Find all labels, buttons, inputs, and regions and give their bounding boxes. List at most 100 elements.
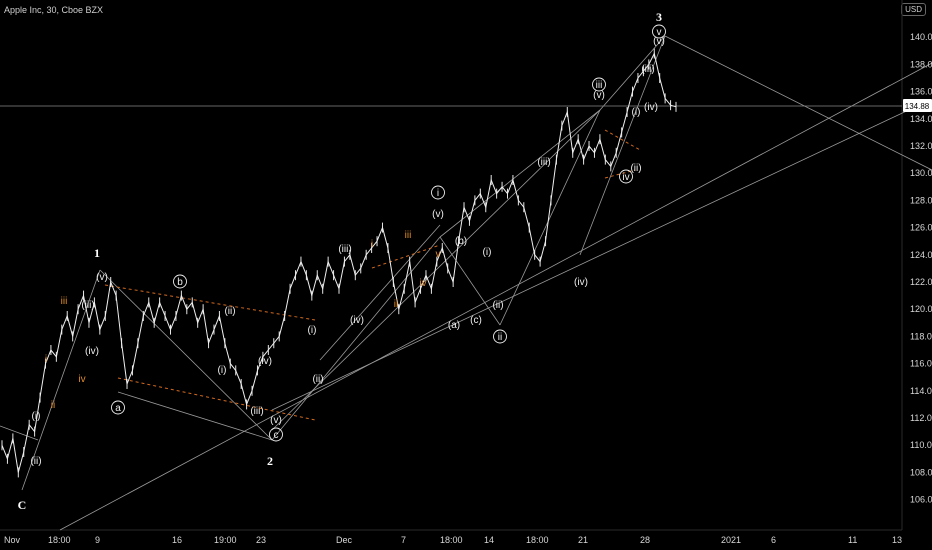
trendlines [0, 35, 932, 531]
x-tick-label: 9 [95, 535, 100, 545]
y-tick-label: 120.00 [910, 304, 932, 314]
wave-label: 2 [267, 454, 273, 468]
price-series [1, 48, 677, 478]
wave-label: iii [596, 80, 603, 91]
y-tick-label: 122.00 [910, 277, 932, 287]
wave-label: c [274, 430, 279, 441]
wave-label: (v) [96, 272, 108, 283]
x-tick-label: 18:00 [440, 535, 463, 545]
orange-channels [104, 129, 641, 421]
wave-label: iii [405, 230, 412, 241]
y-tick-label: 136.00 [910, 87, 932, 97]
x-tick-label: 11 [848, 535, 857, 545]
wave-label: (i) [483, 247, 492, 258]
wave-label-circle [173, 274, 187, 289]
wave-label: (i) [32, 411, 41, 422]
current-price-tag [903, 99, 932, 112]
y-tick-label: 132.00 [910, 141, 932, 151]
wave-label: (v) [270, 415, 282, 426]
wave-label: (ii) [224, 306, 235, 317]
y-tick-label: 118.00 [910, 331, 932, 341]
wave-label: i [437, 188, 439, 199]
wave-label: (c) [470, 315, 482, 326]
x-tick-label: Dec [336, 535, 353, 545]
wave-label: (b) [455, 236, 467, 247]
x-tick-label: 14 [484, 535, 494, 545]
wave-label: v [657, 27, 662, 38]
wave-label: i [371, 239, 373, 250]
wave-label: (iii) [250, 406, 263, 417]
wave-label: (i) [218, 365, 227, 376]
y-tick-label: 140.00 [910, 32, 932, 42]
wave-label: iv [78, 374, 85, 385]
x-tick-label: 19:00 [214, 535, 237, 545]
wave-label: iv [419, 278, 426, 289]
wave-label: (i) [632, 107, 641, 118]
wave-label: (v) [432, 209, 444, 220]
wave-label: 1 [94, 246, 100, 260]
wave-label: (ii) [492, 300, 503, 311]
wave-label: (iii) [641, 64, 654, 75]
wave-label-circle [493, 329, 507, 344]
wave-label: b [177, 277, 183, 288]
x-tick-label: 23 [256, 535, 266, 545]
wave-label: (v) [593, 90, 605, 101]
wave-label-circle [592, 77, 606, 92]
x-tick-label: 7 [401, 535, 406, 545]
wave-label: ii [51, 400, 55, 411]
wave-label-circle [269, 427, 283, 442]
y-tick-label: 134.00 [910, 114, 932, 124]
wave-label-circle [431, 185, 445, 200]
y-tick-label: 126.00 [910, 223, 932, 233]
wave-label-circle [652, 24, 666, 39]
wave-label: (a) [448, 320, 460, 331]
y-tick-label: 112.00 [910, 413, 932, 423]
wave-label: (iii) [81, 300, 94, 311]
wave-label-circle [111, 400, 125, 415]
wave-label: 3 [656, 10, 662, 24]
y-tick-label: 106.00 [910, 495, 932, 505]
wave-label: (ii) [312, 374, 323, 385]
wave-label: (v) [653, 36, 665, 47]
x-tick-label: 13 [892, 535, 902, 545]
wave-label: (iii) [338, 244, 351, 255]
y-tick-label: 114.00 [910, 386, 932, 396]
axis-ticks: 106.00 108.00 110.00 112.00 114.00 116.00 118.… [4, 32, 932, 545]
elliott-wave-labels: 1 2 3 C (i) (ii) (iii) (iv) (v) a b c (i) (ii) (iv) (ii… [18, 10, 666, 512]
y-tick-label: 130.00 [910, 168, 932, 178]
wave-label: ii [394, 299, 398, 310]
wave-label: (ii) [30, 456, 41, 467]
wave-label: v [436, 249, 441, 260]
price-line [1, 52, 677, 473]
y-tick-label: 124.00 [910, 250, 932, 260]
x-tick-label: 21 [578, 535, 588, 545]
x-tick-label: 2021 [721, 535, 741, 545]
wave-label-circle [619, 169, 633, 184]
wave-label: iii [61, 296, 68, 307]
wave-label: (iv) [85, 346, 99, 357]
wave-label: (iv) [350, 315, 364, 326]
x-tick-label: 18:00 [48, 535, 71, 545]
current-price-value: 134.88 [905, 102, 930, 111]
symbol-label: Apple Inc, 30, Cboe BZX [4, 5, 104, 15]
x-tick-label: 16 [172, 535, 182, 545]
x-tick-label: 28 [640, 535, 650, 545]
wave-label: i [45, 354, 47, 365]
x-tick-label: 6 [771, 535, 776, 545]
wave-label: (iii) [537, 157, 550, 168]
wave-label: iv [622, 172, 629, 183]
wave-label: (iv) [258, 356, 272, 367]
wave-label: (iv) [644, 102, 658, 113]
y-tick-label: 138.00 [910, 59, 932, 69]
wave-label: C [18, 498, 27, 512]
wave-label: (ii) [630, 163, 641, 174]
y-tick-label: 128.00 [910, 195, 932, 205]
y-tick-label: 116.00 [910, 359, 932, 369]
y-tick-label: 108.00 [910, 467, 932, 477]
x-tick-label: 18:00 [526, 535, 549, 545]
wave-label: (iv) [574, 277, 588, 288]
wave-label: a [115, 403, 121, 414]
x-tick-label: Nov [4, 535, 21, 545]
